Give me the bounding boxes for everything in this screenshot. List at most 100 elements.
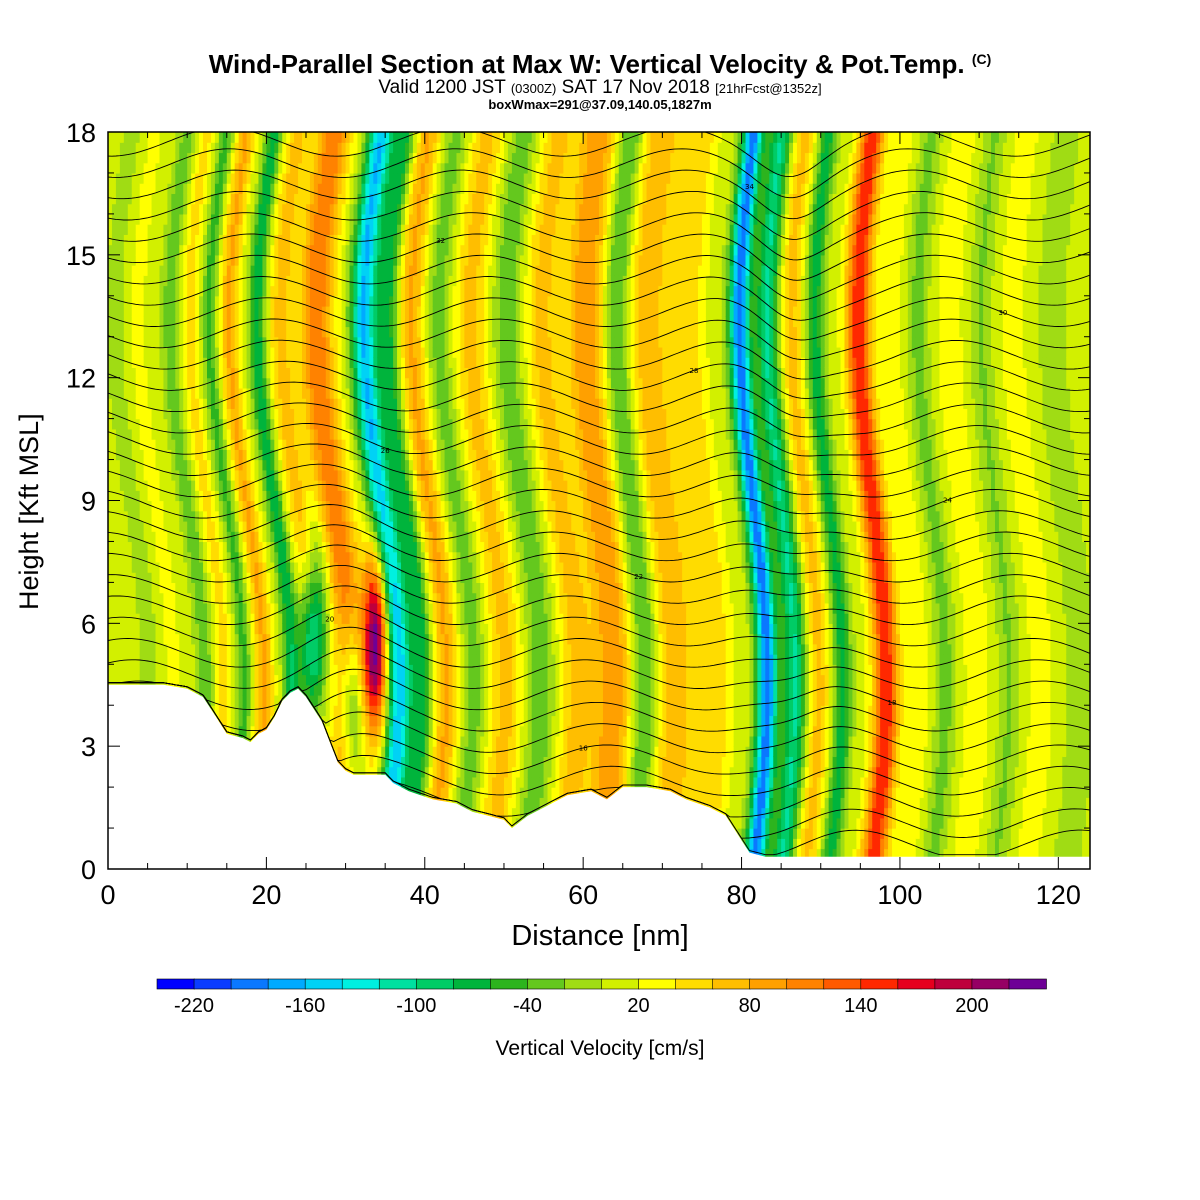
velocity-cell: [183, 193, 188, 204]
velocity-cell: [255, 306, 260, 317]
velocity-cell: [278, 316, 283, 327]
velocity-cell: [195, 582, 200, 593]
velocity-cell: [239, 634, 244, 645]
velocity-cell: [266, 326, 271, 337]
velocity-cell: [148, 511, 153, 522]
velocity-cell: [255, 419, 260, 430]
velocity-cell: [306, 183, 311, 194]
velocity-cell: [278, 501, 283, 512]
velocity-cell: [350, 715, 355, 726]
velocity-cell: [334, 695, 339, 706]
velocity-cell: [306, 501, 311, 512]
velocity-cell: [223, 449, 228, 460]
velocity-cell: [322, 224, 327, 235]
velocity-cell: [282, 275, 287, 286]
velocity-cell: [159, 214, 164, 225]
velocity-cell: [235, 152, 240, 163]
velocity-cell: [334, 634, 339, 645]
velocity-cell: [203, 163, 208, 174]
velocity-cell: [330, 685, 335, 696]
velocity-cell: [235, 142, 240, 153]
velocity-cell: [175, 521, 180, 532]
velocity-cell: [211, 562, 216, 573]
velocity-cell: [334, 552, 339, 563]
velocity-cell: [262, 470, 267, 481]
velocity-cell: [290, 152, 295, 163]
velocity-cell: [322, 664, 327, 675]
velocity-cell: [350, 163, 355, 174]
velocity-cell: [195, 460, 200, 471]
velocity-cell: [112, 501, 117, 512]
velocity-cell: [207, 685, 212, 696]
velocity-cell: [167, 470, 172, 481]
velocity-cell: [270, 439, 275, 450]
velocity-cell: [294, 173, 299, 184]
velocity-cell: [156, 326, 161, 337]
velocity-cell: [235, 664, 240, 675]
velocity-cell: [322, 398, 327, 409]
velocity-cell: [377, 511, 382, 522]
velocity-cell: [124, 204, 129, 215]
velocity-cell: [377, 603, 382, 614]
velocity-cell: [167, 408, 172, 419]
velocity-cell: [231, 613, 236, 624]
velocity-cell: [112, 173, 117, 184]
velocity-cell: [247, 562, 252, 573]
velocity-cell: [215, 142, 220, 153]
velocity-cell: [373, 634, 378, 645]
velocity-cell: [171, 541, 176, 552]
velocity-cell: [203, 245, 208, 256]
velocity-cell: [167, 173, 172, 184]
velocity-cell: [286, 429, 291, 440]
velocity-cell: [243, 613, 248, 624]
velocity-cell: [187, 480, 192, 491]
velocity-cell: [171, 326, 176, 337]
velocity-cell: [373, 562, 378, 573]
velocity-cell: [211, 541, 216, 552]
velocity-cell: [128, 286, 133, 297]
velocity-cell: [132, 286, 137, 297]
velocity-cell: [175, 541, 180, 552]
velocity-cell: [294, 245, 299, 256]
velocity-cell: [361, 398, 366, 409]
velocity-cell: [318, 572, 323, 583]
velocity-cell: [227, 337, 232, 348]
velocity-cell: [338, 675, 343, 686]
velocity-cell: [167, 572, 172, 583]
velocity-cell: [330, 439, 335, 450]
velocity-cell: [144, 173, 149, 184]
velocity-cell: [302, 511, 307, 522]
velocity-cell: [215, 480, 220, 491]
velocity-cell: [338, 275, 343, 286]
velocity-cell: [140, 460, 145, 471]
velocity-cell: [179, 521, 184, 532]
velocity-cell: [159, 378, 164, 389]
velocity-cell: [219, 173, 224, 184]
velocity-cell: [310, 152, 315, 163]
velocity-cell: [195, 511, 200, 522]
velocity-cell: [350, 705, 355, 716]
velocity-cell: [251, 429, 256, 440]
velocity-cell: [207, 439, 212, 450]
velocity-cell: [223, 337, 228, 348]
velocity-cell: [156, 664, 161, 675]
velocity-cell: [330, 183, 335, 194]
velocity-cell: [365, 388, 370, 399]
velocity-cell: [302, 603, 307, 614]
velocity-cell: [258, 286, 263, 297]
velocity-cell: [171, 439, 176, 450]
velocity-cell: [183, 347, 188, 358]
velocity-cell: [262, 419, 267, 430]
velocity-cell: [183, 623, 188, 634]
velocity-cell: [290, 286, 295, 297]
velocity-cell: [195, 306, 200, 317]
velocity-cell: [223, 541, 228, 552]
velocity-cell: [306, 429, 311, 440]
velocity-cell: [239, 357, 244, 368]
velocity-cell: [278, 685, 283, 696]
velocity-cell: [215, 183, 220, 194]
velocity-cell: [322, 132, 327, 143]
velocity-cell: [365, 193, 370, 204]
velocity-cell: [156, 419, 161, 430]
velocity-cell: [334, 357, 339, 368]
